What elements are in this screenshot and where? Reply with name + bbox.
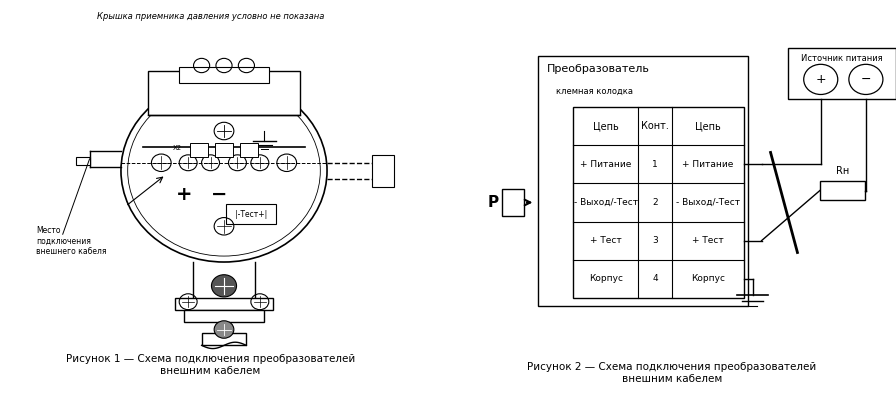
- Text: + Тест: + Тест: [590, 236, 622, 245]
- Text: 2: 2: [652, 198, 658, 207]
- Bar: [215, 143, 233, 157]
- Text: Рисунок 1 — Схема подключения преобразователей
внешним кабелем: Рисунок 1 — Схема подключения преобразов…: [66, 355, 355, 376]
- Text: −: −: [861, 73, 871, 86]
- Text: Крышка приемника давления условно не показана: Крышка приемника давления условно не пок…: [97, 12, 324, 21]
- Bar: [372, 155, 394, 187]
- Text: Конт.: Конт.: [642, 121, 669, 131]
- Bar: [184, 310, 264, 322]
- Circle shape: [121, 79, 327, 262]
- Text: Источник питания: Источник питания: [801, 54, 883, 63]
- Text: - Выход/-Тест: - Выход/-Тест: [573, 198, 638, 207]
- Text: 3: 3: [652, 236, 658, 245]
- Bar: [502, 189, 524, 216]
- Text: |‑Тест+|: |‑Тест+|: [235, 210, 267, 219]
- Text: +: +: [815, 73, 826, 86]
- Bar: [179, 67, 269, 83]
- Text: Корпус: Корпус: [589, 274, 623, 283]
- Bar: [788, 48, 896, 99]
- Bar: [190, 143, 208, 157]
- Bar: [240, 143, 258, 157]
- Text: Цепь: Цепь: [593, 121, 618, 131]
- Text: Rн: Rн: [836, 166, 849, 176]
- Bar: [175, 298, 273, 310]
- Text: клемная колодка: клемная колодка: [556, 87, 633, 96]
- Text: X2: X2: [172, 145, 182, 151]
- Text: Цепь: Цепь: [695, 121, 720, 131]
- Text: Рисунок 2 — Схема подключения преобразователей
внешним кабелем: Рисунок 2 — Схема подключения преобразов…: [528, 362, 816, 384]
- Bar: [573, 107, 744, 298]
- Bar: [538, 56, 748, 306]
- Bar: [202, 333, 246, 345]
- Circle shape: [211, 275, 237, 297]
- Text: P: P: [487, 195, 498, 210]
- Bar: [820, 181, 865, 200]
- Text: Корпус: Корпус: [691, 274, 725, 283]
- Bar: [148, 71, 300, 115]
- Text: 4: 4: [652, 274, 658, 283]
- Text: 1: 1: [652, 160, 658, 169]
- Text: Место
подключения
внешнего кабеля: Место подключения внешнего кабеля: [36, 226, 107, 256]
- Text: −: −: [211, 185, 228, 204]
- Text: + Питание: + Питание: [682, 160, 734, 169]
- Text: + Питание: + Питание: [580, 160, 632, 169]
- Bar: [226, 204, 275, 224]
- Circle shape: [214, 321, 234, 338]
- Text: - Выход/-Тест: - Выход/-Тест: [676, 198, 740, 207]
- Text: +: +: [176, 185, 192, 204]
- Text: + Тест: + Тест: [692, 236, 724, 245]
- Text: Преобразователь: Преобразователь: [547, 64, 650, 73]
- Bar: [76, 157, 90, 165]
